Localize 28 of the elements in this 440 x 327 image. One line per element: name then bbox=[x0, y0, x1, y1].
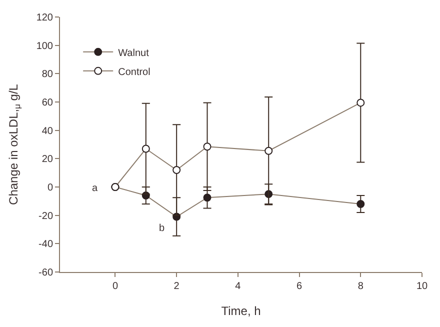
annotation: b bbox=[159, 223, 165, 234]
y-tick-label: 100 bbox=[36, 40, 54, 52]
point bbox=[264, 146, 273, 155]
y-tick-label: 80 bbox=[42, 69, 54, 80]
x-tick-label: 10 bbox=[416, 281, 428, 292]
y-tick-label: 60 bbox=[42, 98, 54, 108]
y-tick-label: -20 bbox=[38, 210, 54, 222]
y-tick-label: -40 bbox=[38, 239, 54, 250]
x-tick-label: 0 bbox=[112, 281, 118, 292]
x-tick-label: 6 bbox=[296, 281, 303, 292]
y-tick-label: 40 bbox=[42, 126, 54, 137]
x-tick-label: 2 bbox=[174, 281, 180, 292]
legend-label: Control bbox=[118, 66, 150, 78]
point bbox=[203, 194, 212, 202]
point bbox=[356, 98, 365, 107]
y-tick-label: 120 bbox=[36, 12, 54, 24]
y-tick-label: -60 bbox=[38, 268, 54, 278]
y-tick-label: 20 bbox=[42, 154, 54, 166]
x-axis-title: Time, h bbox=[221, 304, 261, 318]
y-tick-label: 0 bbox=[47, 182, 54, 194]
annotation: a bbox=[92, 183, 98, 194]
point bbox=[142, 144, 150, 153]
x-tick-label: 8 bbox=[358, 281, 364, 292]
legend-label: Walnut bbox=[118, 48, 150, 59]
point bbox=[172, 166, 181, 174]
point bbox=[356, 200, 365, 208]
x-tick-label: 4 bbox=[235, 281, 242, 292]
point bbox=[203, 142, 212, 151]
